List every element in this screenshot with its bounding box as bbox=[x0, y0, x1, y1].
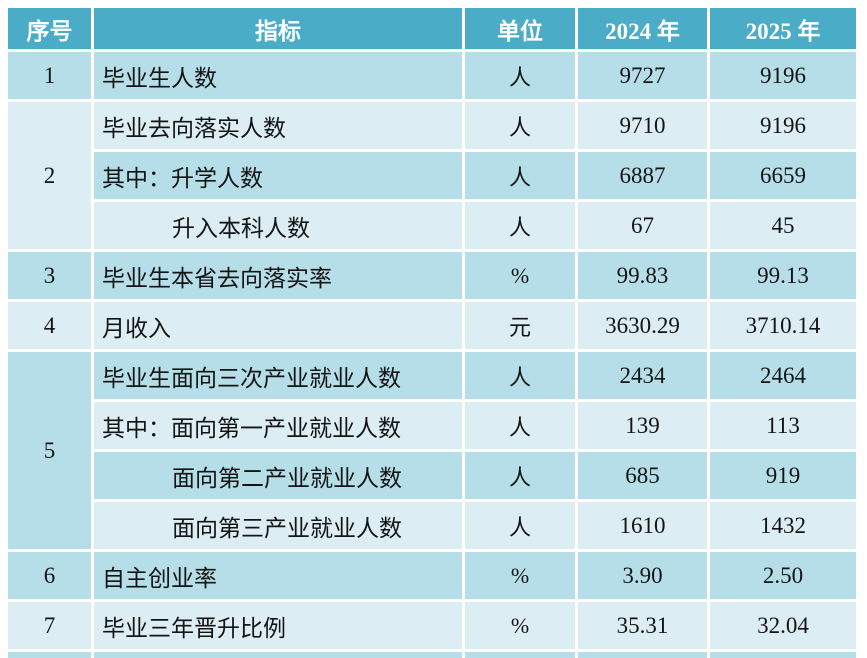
table-row: 1 毕业生人数人 9727 9196 bbox=[8, 52, 856, 99]
partial-row-cell bbox=[578, 652, 707, 658]
unit-cell: 人 bbox=[465, 152, 575, 199]
y2024-cell: 1610 bbox=[578, 502, 707, 549]
table-row: 升入本科人数人 67 45 bbox=[8, 202, 856, 249]
row-index-cell: 4 bbox=[8, 302, 91, 349]
unit-cell: 人 bbox=[465, 452, 575, 499]
y2024-cell: 99.83 bbox=[578, 252, 707, 299]
indicator-cell: 其中：升学人数 bbox=[94, 152, 462, 199]
unit-cell: 人 bbox=[465, 52, 575, 99]
indicator-cell: 面向第三产业就业人数 bbox=[94, 502, 462, 549]
indicator-cell: 毕业生本省去向落实率 bbox=[94, 252, 462, 299]
y2025-cell: 9196 bbox=[710, 102, 856, 149]
row-index-cell: 1 bbox=[8, 52, 91, 99]
unit-cell: 元 bbox=[465, 302, 575, 349]
header-row: 序号 指标 单位 2024 年 2025 年 bbox=[8, 8, 856, 49]
table-row: 7 毕业三年晋升比例% 35.31 32.04 bbox=[8, 602, 856, 649]
row-index-cell: 3 bbox=[8, 252, 91, 299]
column-header-unit: 单位 bbox=[465, 8, 575, 49]
indicator-cell: 月收入 bbox=[94, 302, 462, 349]
y2025-cell: 2464 bbox=[710, 352, 856, 399]
table-row: 6 自主创业率% 3.90 2.50 bbox=[8, 552, 856, 599]
row-index-cell: 7 bbox=[8, 602, 91, 649]
y2024-cell: 3.90 bbox=[578, 552, 707, 599]
y2025-cell: 113 bbox=[710, 402, 856, 449]
indicator-cell: 其中：面向第一产业就业人数 bbox=[94, 402, 462, 449]
row-index-cell: 6 bbox=[8, 552, 91, 599]
table-row: 面向第二产业就业人数人 685 919 bbox=[8, 452, 856, 499]
y2025-cell: 9196 bbox=[710, 52, 856, 99]
indicator-cell: 自主创业率 bbox=[94, 552, 462, 599]
table-row: 其中：升学人数人 6887 6659 bbox=[8, 152, 856, 199]
table-body: 1 毕业生人数人 9727 9196 2 毕业去向落实人数人 9710 9196 其中：升学人数… bbox=[8, 52, 856, 658]
table-header: 序号 指标 单位 2024 年 2025 年 bbox=[8, 8, 856, 49]
column-header-indicator: 指标 bbox=[94, 8, 462, 49]
row-index-cell: 2 bbox=[8, 102, 91, 249]
y2024-cell: 2434 bbox=[578, 352, 707, 399]
y2025-cell: 32.04 bbox=[710, 602, 856, 649]
y2025-cell: 919 bbox=[710, 452, 856, 499]
column-header-y2024: 2024 年 bbox=[578, 8, 707, 49]
partial-row-cell bbox=[8, 652, 91, 658]
indicator-cell: 升入本科人数 bbox=[94, 202, 462, 249]
unit-cell: % bbox=[465, 252, 575, 299]
partial-row-cell bbox=[465, 652, 575, 658]
row-index-cell: 5 bbox=[8, 352, 91, 549]
indicator-cell: 面向第二产业就业人数 bbox=[94, 452, 462, 499]
y2024-cell: 9727 bbox=[578, 52, 707, 99]
unit-cell: 人 bbox=[465, 202, 575, 249]
y2024-cell: 3630.29 bbox=[578, 302, 707, 349]
table-row: 面向第三产业就业人数人 1610 1432 bbox=[8, 502, 856, 549]
y2024-cell: 9710 bbox=[578, 102, 707, 149]
y2025-cell: 2.50 bbox=[710, 552, 856, 599]
partial-next-row bbox=[8, 652, 856, 658]
unit-cell: % bbox=[465, 552, 575, 599]
column-header-y2025: 2025 年 bbox=[710, 8, 856, 49]
y2025-cell: 1432 bbox=[710, 502, 856, 549]
indicator-cell: 毕业去向落实人数 bbox=[94, 102, 462, 149]
unit-cell: 人 bbox=[465, 352, 575, 399]
partial-row-cell bbox=[94, 652, 462, 658]
table-row: 3 毕业生本省去向落实率% 99.83 99.13 bbox=[8, 252, 856, 299]
y2025-cell: 45 bbox=[710, 202, 856, 249]
unit-cell: 人 bbox=[465, 102, 575, 149]
table-row: 4 月收入元 3630.29 3710.14 bbox=[8, 302, 856, 349]
table-row: 5 毕业生面向三次产业就业人数人 2434 2464 bbox=[8, 352, 856, 549]
y2024-cell: 67 bbox=[578, 202, 707, 249]
y2024-cell: 6887 bbox=[578, 152, 707, 199]
indicator-cell: 毕业生面向三次产业就业人数 bbox=[94, 352, 462, 399]
table-row: 其中：面向第一产业就业人数人 139 113 bbox=[8, 402, 856, 449]
y2024-cell: 685 bbox=[578, 452, 707, 499]
indicator-cell: 毕业三年晋升比例 bbox=[94, 602, 462, 649]
y2025-cell: 99.13 bbox=[710, 252, 856, 299]
graduate-employment-indicator-table: 序号 指标 单位 2024 年 2025 年 1 毕业生人数人 9727 9196 2 毕业去向落… bbox=[5, 5, 859, 658]
column-header-index: 序号 bbox=[8, 8, 91, 49]
unit-cell: % bbox=[465, 602, 575, 649]
unit-cell: 人 bbox=[465, 502, 575, 549]
partial-row-cell bbox=[710, 652, 856, 658]
y2024-cell: 35.31 bbox=[578, 602, 707, 649]
y2024-cell: 139 bbox=[578, 402, 707, 449]
indicator-cell: 毕业生人数 bbox=[94, 52, 462, 99]
table-row: 2 毕业去向落实人数人 9710 9196 bbox=[8, 102, 856, 249]
y2025-cell: 3710.14 bbox=[710, 302, 856, 349]
y2025-cell: 6659 bbox=[710, 152, 856, 199]
unit-cell: 人 bbox=[465, 402, 575, 449]
